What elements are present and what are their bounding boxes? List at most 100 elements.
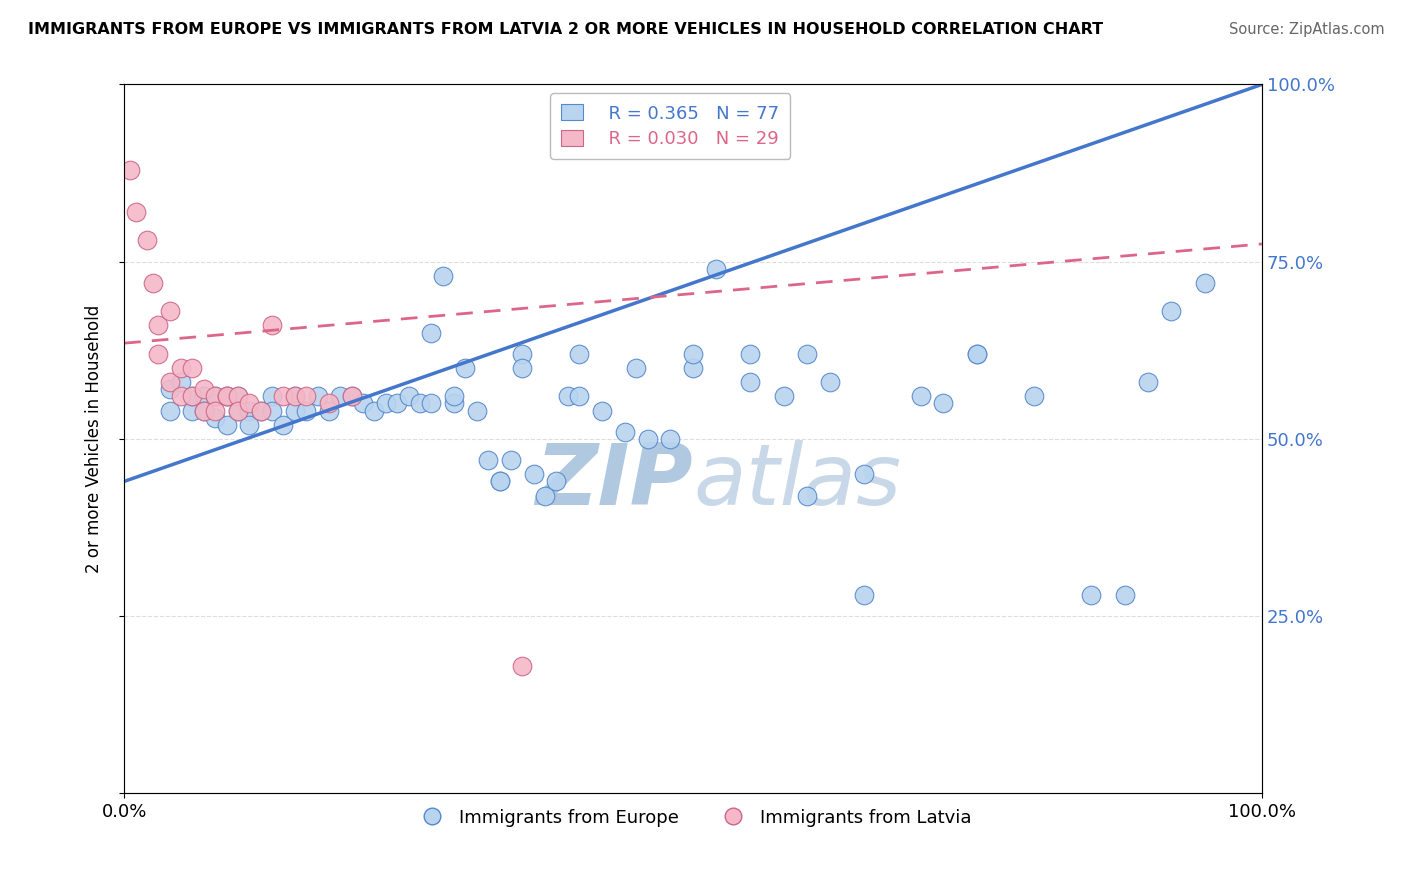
Point xyxy=(523,467,546,482)
Point xyxy=(307,389,329,403)
Text: Source: ZipAtlas.com: Source: ZipAtlas.com xyxy=(1229,22,1385,37)
Point xyxy=(260,403,283,417)
Point xyxy=(659,432,682,446)
Point xyxy=(284,389,307,403)
Point xyxy=(295,389,318,403)
Point xyxy=(181,389,204,403)
Point xyxy=(591,403,613,417)
Point xyxy=(420,326,443,340)
Point xyxy=(454,361,477,376)
Point xyxy=(910,389,932,403)
Point xyxy=(613,425,636,439)
Point xyxy=(148,347,170,361)
Point xyxy=(420,396,443,410)
Point xyxy=(465,403,488,417)
Point xyxy=(159,403,181,417)
Point xyxy=(557,389,579,403)
Point xyxy=(534,489,557,503)
Point xyxy=(159,382,181,396)
Point xyxy=(260,318,283,333)
Point xyxy=(409,396,432,410)
Point xyxy=(374,396,396,410)
Point xyxy=(682,347,704,361)
Point xyxy=(568,347,591,361)
Point xyxy=(738,347,761,361)
Point xyxy=(170,375,193,389)
Point xyxy=(443,389,465,403)
Point xyxy=(340,389,363,403)
Point xyxy=(193,403,215,417)
Point xyxy=(432,268,454,283)
Point xyxy=(637,432,659,446)
Point xyxy=(204,410,226,425)
Point xyxy=(273,417,295,432)
Legend: Immigrants from Europe, Immigrants from Latvia: Immigrants from Europe, Immigrants from … xyxy=(406,802,979,834)
Point xyxy=(238,396,260,410)
Point xyxy=(215,417,238,432)
Point xyxy=(512,361,534,376)
Point xyxy=(118,162,141,177)
Point xyxy=(1160,304,1182,318)
Point xyxy=(226,389,249,403)
Point xyxy=(204,389,226,403)
Point xyxy=(352,396,374,410)
Point xyxy=(796,489,818,503)
Point xyxy=(284,403,307,417)
Point xyxy=(181,389,204,403)
Point xyxy=(624,361,647,376)
Point xyxy=(204,403,226,417)
Text: atlas: atlas xyxy=(693,440,901,523)
Point xyxy=(249,403,271,417)
Point xyxy=(226,403,249,417)
Point xyxy=(181,403,204,417)
Point xyxy=(260,389,283,403)
Point xyxy=(1080,588,1102,602)
Point xyxy=(142,276,165,290)
Point xyxy=(124,205,146,219)
Point xyxy=(215,389,238,403)
Point xyxy=(738,375,761,389)
Point xyxy=(682,361,704,376)
Point xyxy=(398,389,420,403)
Point xyxy=(818,375,841,389)
Point xyxy=(181,361,204,376)
Point xyxy=(546,475,568,489)
Point xyxy=(135,234,157,248)
Point xyxy=(443,396,465,410)
Point xyxy=(512,658,534,673)
Y-axis label: 2 or more Vehicles in Household: 2 or more Vehicles in Household xyxy=(86,305,103,573)
Text: ZIP: ZIP xyxy=(536,440,693,523)
Point xyxy=(273,389,295,403)
Point xyxy=(170,361,193,376)
Point xyxy=(249,403,271,417)
Point xyxy=(477,453,499,467)
Point xyxy=(193,389,215,403)
Point xyxy=(387,396,409,410)
Point xyxy=(499,453,522,467)
Point xyxy=(488,475,510,489)
Point xyxy=(170,389,193,403)
Point xyxy=(1194,276,1216,290)
Point xyxy=(966,347,988,361)
Point xyxy=(852,467,875,482)
Point xyxy=(193,403,215,417)
Point xyxy=(215,389,238,403)
Point xyxy=(512,347,534,361)
Point xyxy=(340,389,363,403)
Point xyxy=(568,389,591,403)
Point xyxy=(329,389,352,403)
Point xyxy=(1114,588,1136,602)
Point xyxy=(363,403,385,417)
Point xyxy=(295,403,318,417)
Point xyxy=(932,396,955,410)
Point xyxy=(966,347,988,361)
Point xyxy=(704,261,727,276)
Point xyxy=(204,389,226,403)
Point xyxy=(226,403,249,417)
Point xyxy=(215,389,238,403)
Point xyxy=(159,304,181,318)
Point xyxy=(318,403,340,417)
Point xyxy=(796,347,818,361)
Point xyxy=(193,382,215,396)
Text: IMMIGRANTS FROM EUROPE VS IMMIGRANTS FROM LATVIA 2 OR MORE VEHICLES IN HOUSEHOLD: IMMIGRANTS FROM EUROPE VS IMMIGRANTS FRO… xyxy=(28,22,1104,37)
